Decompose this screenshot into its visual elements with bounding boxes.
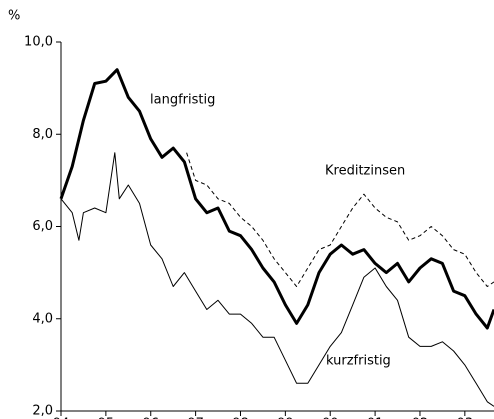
x-tick-label: 96: [142, 417, 159, 419]
y-tick-label: 10,0: [24, 35, 53, 50]
y-tick-label: 6,0: [32, 219, 53, 234]
y-tick-label: 8,0: [32, 127, 53, 142]
y-tick-label: 2,0: [32, 404, 53, 419]
x-tick-label: 01: [367, 417, 384, 419]
x-tick-label: 00: [322, 417, 339, 419]
y-axis-label: %: [8, 9, 20, 24]
x-tick-label: 02: [412, 417, 429, 419]
series-label: Kreditzinsen: [325, 164, 405, 179]
series-line: [59, 68, 494, 330]
x-tick-label: 98: [232, 417, 249, 419]
series-label: langfristig: [150, 93, 215, 108]
x-tick-label: 99: [277, 417, 294, 419]
y-tick-label: 4,0: [32, 311, 53, 326]
x-tick-label: 95: [98, 417, 115, 419]
x-tick-label: 97: [187, 417, 204, 419]
series-label: kurzfristig: [326, 354, 391, 369]
x-tick-label: 94: [53, 417, 70, 419]
x-tick-label: 03: [457, 417, 474, 419]
series-line: [186, 152, 494, 287]
series-line: [60, 152, 494, 407]
